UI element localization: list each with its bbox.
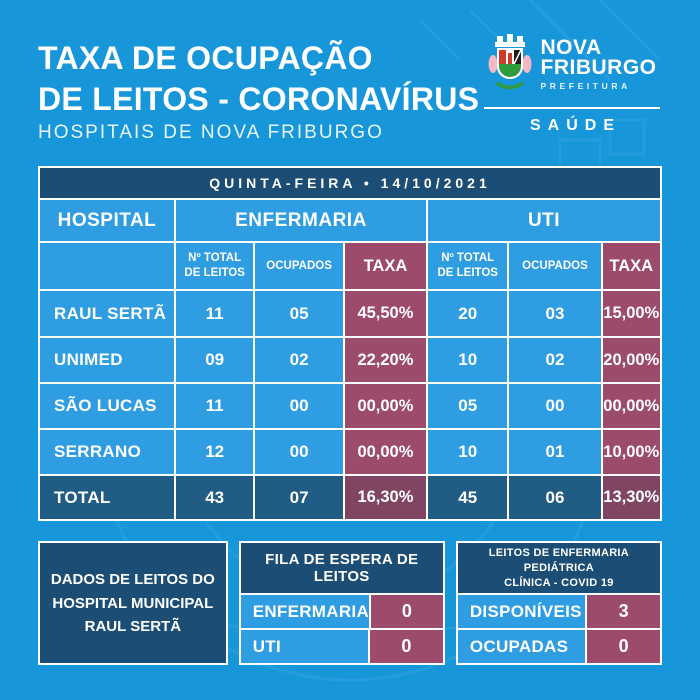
row-total-uti-ocupados: 06 xyxy=(509,476,601,520)
subheader-enf-total: Nº TOTAL DE LEITOS xyxy=(175,243,254,290)
row-sao-lucas-name: SÃO LUCAS xyxy=(40,384,174,429)
pediatric-beds-box: LEITOS DE ENFERMARIA PEDIÁTRICA CLÍNICA … xyxy=(455,541,662,666)
occupancy-table: QUINTA-FEIRA • 14/10/2021 HOSPITAL ENFER… xyxy=(38,166,662,522)
pediatric-row-disponiveis: DISPONÍVEIS 3 xyxy=(457,595,660,629)
coat-of-arms-icon xyxy=(488,32,532,97)
page-subtitle: HOSPITAIS DE NOVA FRIBURGO xyxy=(38,122,384,144)
logo-divider xyxy=(484,107,660,109)
page-header: TAXA DE OCUPAÇÃO DE LEITOS - CORONAVÍRUS… xyxy=(38,34,662,144)
logo-row: NOVA FRIBURGO PREFEITURA xyxy=(482,32,662,97)
logo-text: NOVA FRIBURGO PREFEITURA xyxy=(540,35,657,92)
row-raul-serta-uti-total: 20 xyxy=(428,291,508,337)
queue-uti-value: 0 xyxy=(370,630,443,664)
subheader-enf-ocupados: OCUPADOS xyxy=(255,243,343,290)
logo-name-line-2: FRIBURGO xyxy=(540,55,657,79)
row-unimed-enf-total: 09 xyxy=(175,338,254,383)
group-header-enfermaria: ENFERMARIA xyxy=(175,200,427,242)
row-total-enf-total: 43 xyxy=(175,476,254,520)
row-serrano-enf-ocupados: 00 xyxy=(255,430,343,475)
info-line-3: RAUL SERTÃ xyxy=(84,617,182,635)
row-sao-lucas-uti-ocupados: 00 xyxy=(509,384,601,429)
queue-enfermaria-value: 0 xyxy=(371,595,443,629)
col-header-hospital: HOSPITAL xyxy=(40,200,174,242)
prefeitura-logo: NOVA FRIBURGO PREFEITURA SAÚDE xyxy=(482,32,662,135)
group-header-uti: UTI xyxy=(428,200,660,242)
row-total-enf-ocupados: 07 xyxy=(255,476,343,520)
row-raul-serta-uti-taxa: 15,00% xyxy=(602,291,660,337)
row-sao-lucas-enf-ocupados: 00 xyxy=(255,384,343,429)
row-serrano-enf-taxa: 00,00% xyxy=(344,430,427,475)
pediatric-title-line-2: PEDIÁTRICA xyxy=(523,561,595,574)
waiting-queue-title: FILA DE ESPERA DE LEITOS xyxy=(240,543,443,594)
logo-name-line-1: NOVA xyxy=(540,35,602,59)
row-serrano-uti-total: 10 xyxy=(428,430,508,475)
waiting-queue-box: FILA DE ESPERA DE LEITOS ENFERMARIA 0 UT… xyxy=(238,541,445,666)
pediatric-beds-title: LEITOS DE ENFERMARIA PEDIÁTRICA CLÍNICA … xyxy=(457,543,660,594)
pediatric-ocupadas-value: 0 xyxy=(587,630,660,664)
row-total-enf-taxa: 16,30% xyxy=(344,476,427,520)
title-block: TAXA DE OCUPAÇÃO DE LEITOS - CORONAVÍRUS… xyxy=(38,38,479,144)
row-raul-serta-enf-taxa: 45,50% xyxy=(344,291,427,337)
row-sao-lucas-enf-total: 11 xyxy=(175,384,254,429)
row-unimed-uti-taxa: 20,00% xyxy=(602,338,660,383)
queue-uti-label: UTI xyxy=(240,630,369,664)
page-title: TAXA DE OCUPAÇÃO DE LEITOS - CORONAVÍRUS xyxy=(38,38,479,119)
title-line-2: DE LEITOS - CORONAVÍRUS xyxy=(38,80,480,117)
row-unimed-enf-ocupados: 02 xyxy=(255,338,343,383)
pediatric-ocupadas-label: OCUPADAS xyxy=(457,630,586,664)
logo-city-name: NOVA FRIBURGO xyxy=(540,35,657,79)
row-total-name: TOTAL xyxy=(40,476,174,520)
queue-row-enfermaria: ENFERMARIA 0 xyxy=(240,595,443,629)
subheader-uti-taxa: TAXA xyxy=(602,243,660,290)
row-raul-serta-name: RAUL SERTÃ xyxy=(40,291,174,337)
queue-row-uti: UTI 0 xyxy=(240,630,443,664)
row-serrano-uti-ocupados: 01 xyxy=(509,430,601,475)
raul-serta-info-box: DADOS DE LEITOS DO HOSPITAL MUNICIPAL RA… xyxy=(38,541,228,666)
row-sao-lucas-uti-total: 05 xyxy=(428,384,508,429)
row-raul-serta-enf-ocupados: 05 xyxy=(255,291,343,337)
row-serrano-name: SERRANO xyxy=(40,430,174,475)
pediatric-row-ocupadas: OCUPADAS 0 xyxy=(457,630,660,664)
title-line-1: TAXA DE OCUPAÇÃO xyxy=(38,40,373,76)
row-total-uti-total: 45 xyxy=(428,476,508,520)
row-sao-lucas-enf-taxa: 00,00% xyxy=(344,384,427,429)
subheader-uti-ocupados: OCUPADOS xyxy=(509,243,601,290)
footer-boxes: DADOS DE LEITOS DO HOSPITAL MUNICIPAL RA… xyxy=(38,541,662,666)
date-bar: QUINTA-FEIRA • 14/10/2021 xyxy=(40,168,660,199)
subheader-enf-taxa: TAXA xyxy=(344,243,427,290)
pediatric-title-line-1: LEITOS DE ENFERMARIA xyxy=(488,546,630,559)
logo-tagline: PREFEITURA xyxy=(540,81,631,92)
row-unimed-uti-ocupados: 02 xyxy=(509,338,601,383)
row-serrano-enf-total: 12 xyxy=(175,430,254,475)
queue-enfermaria-label: ENFERMARIA xyxy=(240,595,370,629)
row-raul-serta-uti-ocupados: 03 xyxy=(509,291,601,337)
pediatric-title-line-3: CLÍNICA - COVID 19 xyxy=(504,576,614,589)
info-line-2: HOSPITAL MUNICIPAL xyxy=(52,594,214,612)
row-raul-serta-enf-total: 11 xyxy=(175,291,254,337)
row-total-uti-taxa: 13,30% xyxy=(602,476,660,520)
row-sao-lucas-uti-taxa: 00,00% xyxy=(602,384,660,429)
row-serrano-uti-taxa: 10,00% xyxy=(602,430,660,475)
pediatric-disponiveis-value: 3 xyxy=(587,595,660,629)
row-unimed-uti-total: 10 xyxy=(428,338,508,383)
row-unimed-name: UNIMED xyxy=(40,338,174,383)
info-line-1: DADOS DE LEITOS DO xyxy=(50,571,215,589)
subheader-spacer-cell xyxy=(40,243,174,290)
logo-department: SAÚDE xyxy=(529,117,621,134)
pediatric-disponiveis-label: DISPONÍVEIS xyxy=(457,595,586,629)
row-unimed-enf-taxa: 22,20% xyxy=(344,338,427,383)
subheader-uti-total: Nº TOTAL DE LEITOS xyxy=(428,243,508,290)
